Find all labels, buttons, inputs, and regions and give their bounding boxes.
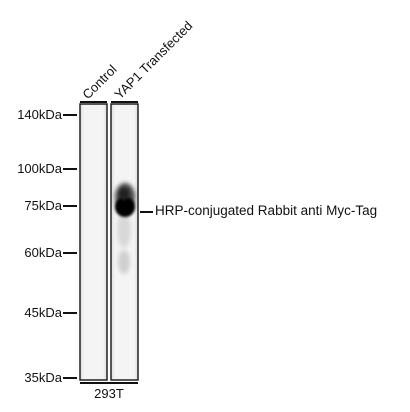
cell-line-label: 293T — [94, 386, 124, 401]
band-smear — [118, 250, 130, 274]
band-upper — [119, 188, 129, 200]
band-pointer-line — [140, 211, 153, 213]
lane-header-bar-yap1 — [111, 101, 138, 103]
band-label: HRP-conjugated Rabbit anti Myc-Tag — [155, 203, 378, 218]
marker-35kda: 35kDa — [24, 370, 62, 385]
lane-header-bar-control — [80, 101, 107, 103]
marker-tick-140kda — [63, 114, 77, 116]
marker-tick-35kda — [63, 377, 77, 379]
lane-control — [79, 103, 108, 381]
marker-tick-45kda — [63, 312, 77, 314]
marker-tick-75kda — [63, 205, 77, 207]
marker-tick-100kda — [63, 168, 77, 170]
marker-140kda: 140kDa — [17, 107, 62, 122]
band-core — [115, 197, 135, 217]
marker-tick-60kda — [63, 252, 77, 254]
marker-75kda: 75kDa — [24, 198, 62, 213]
marker-60kda: 60kDa — [24, 245, 62, 260]
cell-line-bar — [80, 382, 138, 384]
band-tail — [117, 212, 131, 248]
marker-100kda: 100kDa — [17, 161, 62, 176]
marker-45kda: 45kDa — [24, 305, 62, 320]
